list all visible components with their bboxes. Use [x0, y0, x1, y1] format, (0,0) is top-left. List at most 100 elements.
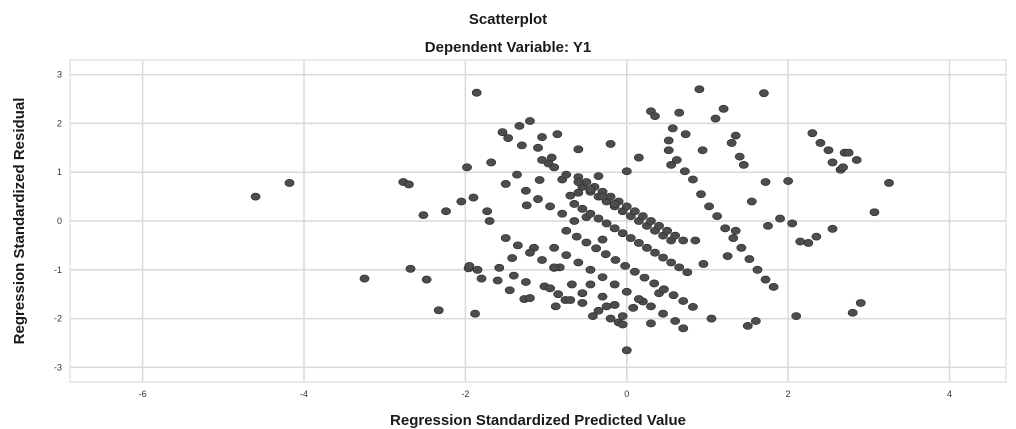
data-point — [403, 180, 414, 189]
data-point — [674, 108, 685, 117]
data-point — [500, 180, 511, 188]
data-point — [694, 85, 705, 94]
x-tick-label: -6 — [139, 389, 147, 399]
data-point — [688, 302, 698, 311]
data-point — [637, 212, 648, 221]
data-point — [671, 156, 682, 164]
data-point — [678, 297, 689, 305]
data-point — [601, 302, 612, 311]
data-point — [629, 267, 640, 276]
data-point — [650, 112, 660, 121]
data-point — [646, 302, 656, 311]
data-point — [787, 219, 798, 228]
data-point — [674, 263, 685, 272]
data-point — [728, 234, 739, 242]
data-point — [617, 229, 628, 238]
data-point — [738, 160, 749, 169]
data-point — [571, 232, 582, 241]
data-point — [504, 286, 515, 295]
data-point — [609, 200, 620, 208]
data-point — [525, 117, 535, 125]
data-point — [718, 104, 729, 113]
data-point — [587, 312, 598, 321]
data-point — [625, 234, 636, 242]
data-point — [768, 282, 779, 291]
y-tick-label: 0 — [57, 216, 62, 226]
data-point — [581, 238, 592, 247]
data-point — [855, 299, 866, 307]
data-point — [545, 284, 556, 293]
data-point — [803, 239, 814, 247]
data-point — [585, 265, 596, 274]
data-point — [621, 346, 632, 355]
data-point — [663, 136, 674, 145]
data-point — [658, 253, 668, 262]
data-point — [585, 185, 596, 194]
data-point — [597, 292, 608, 301]
data-point — [628, 303, 639, 312]
data-point — [734, 152, 745, 161]
x-tick-label: -2 — [461, 389, 469, 399]
data-point — [609, 224, 620, 233]
data-point — [516, 141, 527, 150]
data-point — [484, 217, 495, 225]
data-point — [698, 260, 709, 268]
data-point — [441, 207, 451, 216]
data-point — [545, 202, 556, 211]
data-point — [633, 239, 644, 247]
data-point — [706, 314, 717, 323]
data-point — [697, 146, 708, 155]
data-point — [569, 217, 580, 225]
data-point — [662, 226, 673, 235]
data-point — [610, 256, 621, 264]
data-point — [654, 221, 664, 230]
data-point — [629, 207, 640, 216]
data-point — [456, 197, 467, 206]
tick-labels: -6 -4 -2 0 2 4 3 2 1 0 -1 -2 -3 — [54, 70, 952, 399]
data-point — [593, 306, 604, 315]
data-point — [847, 308, 858, 317]
data-point — [549, 263, 560, 272]
data-point — [736, 243, 747, 252]
data-point — [646, 217, 656, 225]
data-point — [650, 248, 660, 257]
data-point — [678, 324, 689, 333]
data-point — [565, 191, 576, 200]
data-point — [494, 263, 505, 272]
data-point — [569, 200, 580, 208]
data-point — [609, 301, 620, 309]
data-point — [508, 271, 519, 280]
data-point — [593, 172, 604, 181]
data-point — [597, 192, 608, 201]
data-point — [550, 302, 561, 311]
y-axis-label: Regression Standardized Residual — [11, 98, 28, 345]
data-point — [807, 129, 818, 138]
data-point — [666, 160, 677, 169]
data-point — [680, 130, 691, 139]
data-point — [642, 243, 652, 252]
data-point — [577, 204, 588, 213]
data-point — [549, 243, 560, 252]
y-tick-label: 3 — [57, 70, 62, 80]
data-point — [514, 121, 525, 130]
data-point — [690, 236, 701, 245]
data-point — [791, 312, 802, 321]
data-point — [649, 279, 660, 288]
data-point — [537, 256, 547, 264]
data-point — [658, 309, 668, 318]
data-point — [534, 176, 545, 184]
data-point — [284, 179, 295, 187]
data-point — [843, 148, 854, 157]
data-point — [521, 201, 532, 210]
data-point — [663, 146, 674, 155]
data-point — [533, 195, 543, 203]
data-point — [783, 177, 794, 185]
data-point — [565, 296, 576, 304]
data-point — [688, 175, 698, 184]
data-point — [600, 250, 611, 259]
data-point — [418, 211, 429, 220]
data-point — [500, 234, 511, 242]
data-point — [827, 158, 838, 167]
data-point — [682, 268, 693, 277]
